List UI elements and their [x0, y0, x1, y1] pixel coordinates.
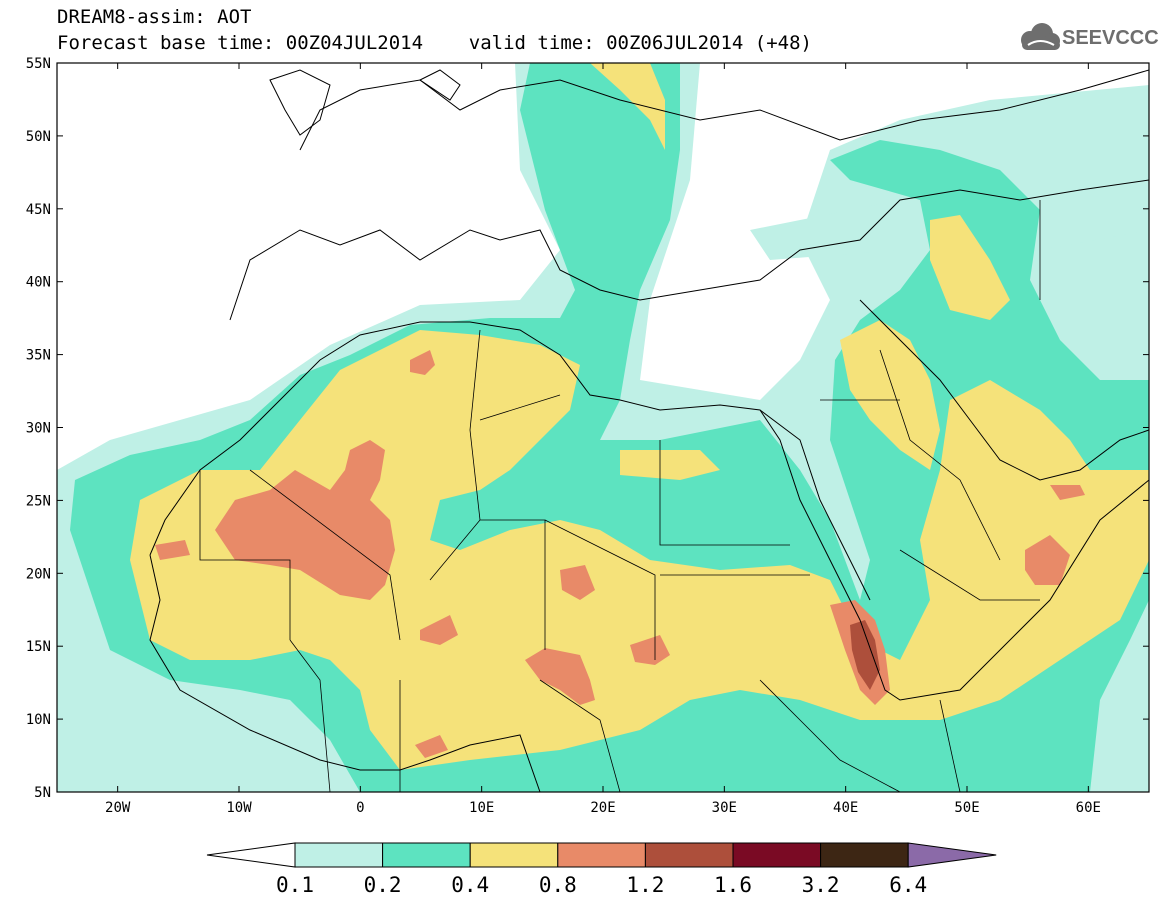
colorbar-label: 3.2: [802, 873, 840, 897]
colorbar-label: 0.1: [276, 873, 314, 897]
aot-level-1-2: [850, 620, 880, 690]
lon-tick-label: 20W: [105, 800, 131, 816]
lat-tick-label: 40N: [26, 275, 51, 291]
colorbar-label: 0.8: [539, 873, 577, 897]
lat-tick-label: 50N: [26, 129, 51, 145]
lon-tick-label: 40E: [833, 800, 858, 816]
colorbar-label: 0.4: [451, 873, 489, 897]
lat-tick-label: 25N: [26, 493, 51, 509]
map-title: DREAM8-assim: AOT: [57, 6, 252, 28]
country-borders: [199, 200, 1041, 792]
logo-text: SEEVCCC: [1062, 27, 1159, 49]
colorbar-min-arrow: [206, 842, 296, 868]
lat-tick-label: 20N: [26, 566, 51, 582]
colorbar-label: 1.6: [714, 873, 752, 897]
lat-tick-label: 45N: [26, 202, 51, 218]
colorbar-label: 1.2: [626, 873, 664, 897]
colorbar-swatch: [382, 842, 471, 868]
lon-tick-label: 30E: [712, 800, 737, 816]
lat-tick-label: 15N: [26, 639, 51, 655]
colorbar-label: 6.4: [889, 873, 927, 897]
colorbar-swatch: [557, 842, 646, 868]
lon-tick-label: 0: [356, 800, 364, 816]
lon-tick-label: 20E: [590, 800, 615, 816]
colorbar-label: 0.2: [364, 873, 402, 897]
colorbar-swatch: [820, 842, 909, 868]
lat-tick-label: 10N: [26, 712, 51, 728]
aot-level-0-4: [130, 63, 1149, 770]
lat-tick-label: 55N: [26, 56, 51, 72]
colorbar-swatch: [294, 842, 384, 868]
lon-tick-label: 10E: [469, 800, 494, 816]
lat-tick-label: 35N: [26, 348, 51, 364]
colorbar-swatch: [469, 842, 559, 868]
colorbar-swatch: [644, 842, 734, 868]
colorbar: 0.1 0.2 0.4 0.8 1.2 1.6 3.2 6.4: [206, 842, 997, 897]
forecast-time-info: Forecast base time: 00Z04JUL2014 valid t…: [57, 32, 812, 54]
lon-tick-label: 50E: [954, 800, 979, 816]
lon-tick-label: 60E: [1076, 800, 1101, 816]
colorbar-max-arrow: [907, 842, 997, 868]
colorbar-swatch: [732, 842, 822, 868]
longitude-axis: 20W 10W 0 10E 20E 30E 40E 50E 60E: [105, 63, 1101, 816]
lat-tick-label: 5N: [34, 785, 51, 801]
lat-tick-label: 30N: [26, 421, 51, 437]
lon-tick-label: 10W: [226, 800, 252, 816]
cloud-icon: [1021, 23, 1060, 50]
coastlines: [149, 69, 1149, 792]
latitude-axis: 55N 50N 45N 40N 35N 30N 25N 20N 15N 10N 5N: [26, 56, 1149, 801]
seevccc-logo: [1021, 23, 1060, 50]
